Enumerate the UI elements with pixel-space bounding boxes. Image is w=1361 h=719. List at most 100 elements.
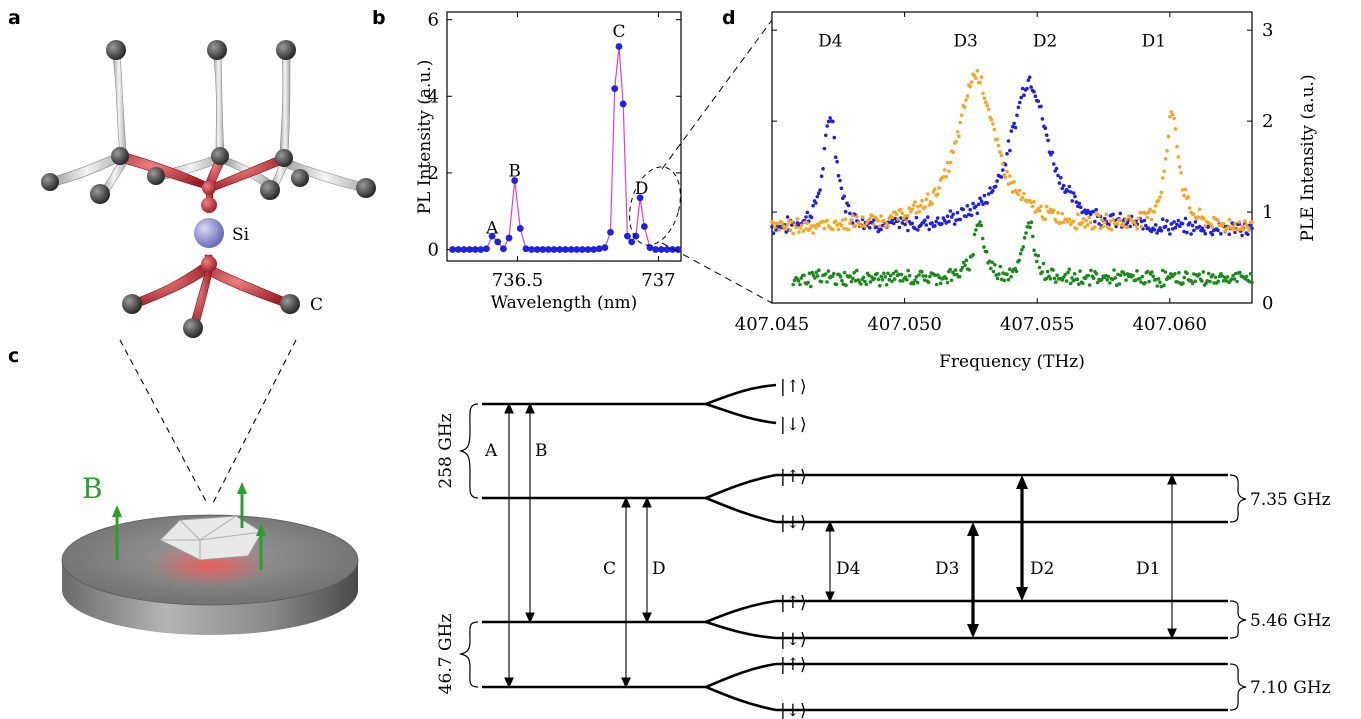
panel-label-b: b (372, 7, 386, 29)
ple-data-point (998, 150, 1002, 154)
ple-data-point (1017, 258, 1021, 263)
ple-data-point (964, 214, 968, 219)
ple-data-point (957, 134, 961, 138)
ple-data-point (993, 263, 997, 267)
ple-data-point (1135, 226, 1140, 231)
zoom-line-bottom (661, 242, 773, 304)
ple-data-point (1115, 222, 1120, 226)
ple-data-point (903, 214, 907, 218)
ple-data-point (1107, 226, 1111, 230)
ple-data-point (1134, 223, 1138, 228)
ple-data-point (796, 279, 801, 283)
si-label: Si (232, 225, 250, 245)
ple-data-point (1057, 181, 1062, 185)
pl-data-point (624, 232, 631, 240)
ple-data-point (991, 188, 995, 193)
ple-data-point (1226, 225, 1230, 230)
ple-data-point (1032, 89, 1036, 94)
ple-data-point (777, 228, 781, 232)
ple-data-point (984, 100, 988, 104)
ple-data-point (1104, 273, 1108, 278)
ple-data-point (968, 207, 972, 212)
ple-data-point (930, 202, 934, 206)
ple-data-point (1060, 278, 1065, 282)
ple-data-point (958, 217, 963, 222)
ple-data-point (924, 274, 928, 278)
ple-data-point (1152, 210, 1157, 214)
ple-data-point (972, 232, 977, 237)
ple-data-point (953, 268, 958, 272)
zoom-line-top (661, 19, 773, 170)
ple-data-point (823, 272, 828, 276)
ple-data-point (989, 266, 993, 271)
x-tick-label: 737 (641, 270, 675, 291)
ple-data-point (1056, 173, 1060, 178)
ple-data-point (930, 221, 934, 225)
ple-data-point (841, 282, 846, 287)
peak-d-highlight (629, 166, 681, 246)
panel-label-d: d (722, 7, 736, 29)
ple-data-point (814, 201, 818, 205)
ple-data-point (832, 135, 837, 140)
ple-data-point (1022, 191, 1026, 196)
ple-data-point (1008, 267, 1012, 272)
ple-data-point (1139, 224, 1144, 229)
ple-data-point (1044, 276, 1049, 281)
ple-data-point (838, 178, 842, 183)
ple-data-point (1036, 253, 1040, 258)
ple-data-point (976, 223, 981, 227)
ple-data-point (802, 220, 807, 225)
ple-data-point (1145, 215, 1149, 220)
ple-data-point (848, 221, 852, 226)
spin-down-label: |↓⟩ (780, 415, 807, 435)
ple-data-point (879, 227, 883, 232)
ple-data-point (1193, 220, 1198, 224)
ple-data-point (1168, 232, 1172, 236)
ple-data-point (833, 219, 838, 223)
ple-data-point (826, 269, 831, 273)
ple-data-point (1173, 127, 1178, 131)
pl-data-point (545, 246, 552, 253)
ple-data-point (875, 225, 879, 229)
ple-data-point (904, 219, 909, 224)
ple-data-point (1234, 271, 1238, 276)
ple-data-point (1018, 188, 1022, 193)
ple-data-point (1159, 190, 1164, 195)
ple-data-point (790, 220, 794, 224)
ple-data-point (1093, 225, 1097, 229)
ple-data-point (798, 282, 802, 287)
ple-data-point (1020, 248, 1024, 252)
pl-data-point (505, 234, 513, 242)
y-tick-label: 2 (428, 163, 439, 184)
brace-258 (458, 403, 479, 499)
ple-data-point (1238, 227, 1243, 232)
ple-data-point (960, 265, 965, 270)
ple-data-point (785, 222, 790, 226)
ple-data-point (859, 224, 863, 229)
ple-data-point (907, 206, 912, 210)
ple-data-point (1044, 133, 1049, 137)
energy-level-diagram: |↑⟩ |↓⟩ |↑⟩ |↓⟩ |↑⟩ |↓⟩ |↑⟩ |↓⟩ 258 GHz … (436, 377, 1331, 719)
ple-data-point (1064, 279, 1069, 283)
ple-data-point (1159, 228, 1164, 233)
ple-data-point (967, 212, 971, 217)
ple-data-point (1100, 277, 1104, 282)
ple-data-point (1016, 105, 1021, 110)
ple-data-point (832, 271, 836, 276)
b-field-arrow (112, 482, 266, 570)
ple-data-point (899, 216, 903, 220)
ple-data-point (926, 192, 930, 196)
pl-data-point (567, 246, 575, 253)
pl-axis-ticks: 736.5 737 0 2 4 6 (428, 10, 681, 291)
ple-data-point (788, 228, 793, 233)
ple-data-point (979, 75, 984, 79)
ple-data-point (1091, 276, 1096, 281)
pl-data-point (488, 232, 496, 240)
ple-data-point (1037, 265, 1042, 270)
spin-up-label: |↑⟩ (780, 593, 807, 613)
ple-data-point (805, 210, 810, 215)
ple-data-point (1095, 280, 1100, 285)
ple-data-point (950, 215, 954, 219)
ple-data-point (1029, 200, 1033, 204)
